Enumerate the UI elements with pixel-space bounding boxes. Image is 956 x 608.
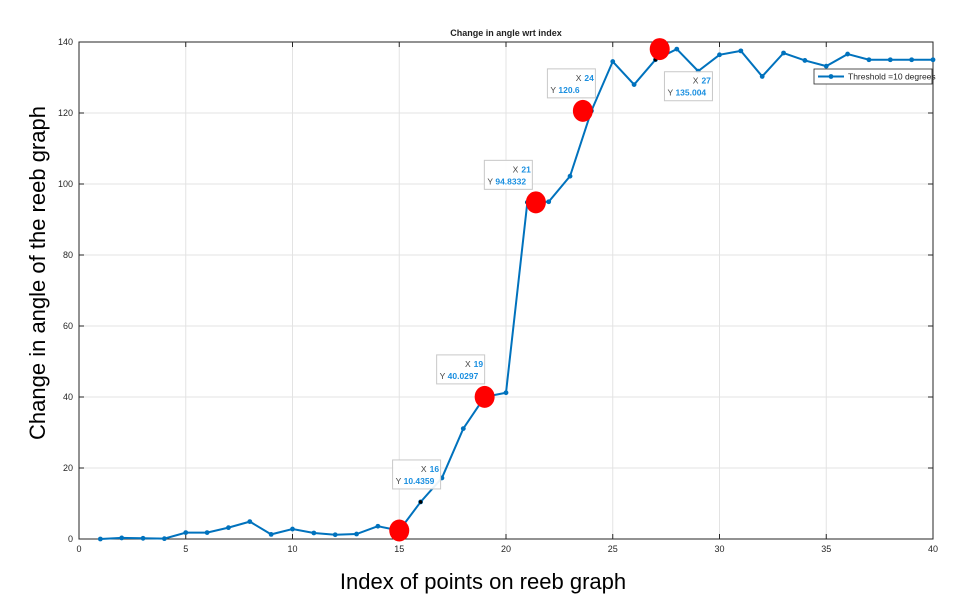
data-point bbox=[332, 532, 338, 538]
data-point bbox=[738, 48, 744, 54]
highlight-marker bbox=[474, 385, 495, 408]
datatip-x-label: X bbox=[421, 464, 427, 474]
highlight-marker bbox=[525, 191, 546, 214]
datatip-box bbox=[436, 354, 486, 385]
x-tick-label: 10 bbox=[287, 544, 297, 554]
x-tick-label: 0 bbox=[76, 544, 81, 554]
data-point bbox=[162, 536, 167, 542]
datatip-y-label: Y bbox=[667, 88, 673, 98]
y-tick-label: 140 bbox=[58, 37, 73, 47]
x-tick-label: 15 bbox=[394, 544, 404, 554]
data-point bbox=[354, 531, 359, 537]
data-point bbox=[887, 57, 893, 63]
data-point bbox=[204, 530, 210, 536]
y-tick-label: 120 bbox=[58, 108, 73, 118]
data-point bbox=[311, 530, 317, 536]
data-point bbox=[717, 52, 722, 58]
data-point bbox=[823, 63, 829, 69]
data-point bbox=[247, 519, 253, 525]
data-point bbox=[268, 531, 274, 537]
datatip-x-value: 16 bbox=[430, 464, 440, 474]
datatip-y-value: 135.004 bbox=[675, 88, 706, 98]
data-point bbox=[290, 526, 295, 532]
datatip: X 16 Y 10.4359 bbox=[392, 459, 442, 490]
highlight-marker bbox=[572, 99, 593, 122]
y-tick-label: 80 bbox=[63, 250, 73, 260]
y-tick-label: 100 bbox=[58, 179, 73, 189]
y-tick-label: 20 bbox=[63, 463, 73, 473]
x-tick-label: 25 bbox=[608, 544, 618, 554]
datatip-y-value: 10.4359 bbox=[404, 476, 435, 486]
y-axis-title: Change in angle of the reeb graph bbox=[25, 106, 50, 440]
datatip-x-label: X bbox=[693, 76, 699, 86]
data-point bbox=[503, 390, 509, 396]
legend: Threshold =10 degrees bbox=[813, 68, 936, 85]
data-point bbox=[866, 57, 872, 63]
data-point bbox=[674, 46, 680, 52]
data-point bbox=[631, 82, 637, 87]
series-line bbox=[100, 47, 933, 540]
datatip: X 27 Y 135.004 bbox=[663, 71, 713, 102]
data-point bbox=[140, 535, 146, 541]
datatip: X 21 Y 94.8332 bbox=[483, 159, 533, 190]
data-point bbox=[567, 173, 573, 179]
data-point bbox=[546, 199, 552, 205]
datatip-y-label: Y bbox=[487, 176, 493, 186]
highlight-marker bbox=[649, 38, 670, 61]
x-tick-label: 40 bbox=[928, 544, 938, 554]
chart-title: Change in angle wrt index bbox=[450, 28, 562, 38]
datatip-x-label: X bbox=[465, 359, 471, 369]
datatip-y-value: 40.0297 bbox=[448, 371, 479, 381]
data-point bbox=[375, 523, 381, 529]
legend-box bbox=[813, 68, 933, 85]
datatip-y-label: Y bbox=[396, 476, 402, 486]
x-tick-label: 20 bbox=[501, 544, 511, 554]
data-point bbox=[460, 426, 466, 431]
datatip-x-value: 21 bbox=[521, 164, 531, 174]
data-point bbox=[183, 530, 189, 536]
datatip-x-value: 27 bbox=[701, 76, 711, 86]
x-axis-title: Index of points on reeb graph bbox=[339, 569, 627, 594]
datatip: X 19 Y 40.0297 bbox=[436, 354, 486, 385]
datatip-y-value: 120.6 bbox=[558, 85, 580, 95]
data-point bbox=[226, 525, 231, 531]
datatip-box bbox=[663, 71, 713, 102]
highlight-marker bbox=[389, 519, 410, 542]
data-point bbox=[610, 59, 616, 64]
datatip-x-label: X bbox=[576, 73, 582, 83]
data-point bbox=[781, 50, 786, 56]
data-point bbox=[845, 51, 850, 57]
datatip-y-value: 94.8332 bbox=[495, 176, 526, 186]
legend-label: Threshold =10 degrees bbox=[848, 72, 936, 82]
data-point bbox=[759, 74, 765, 79]
data-point bbox=[802, 58, 808, 63]
datatip-anchor-dot bbox=[418, 500, 423, 504]
datatip: X 24 Y 120.6 bbox=[546, 68, 596, 99]
x-tick-label: 30 bbox=[714, 544, 724, 554]
data-point bbox=[930, 57, 936, 63]
data-point bbox=[909, 57, 915, 63]
datatip-y-label: Y bbox=[550, 85, 556, 95]
datatip-box bbox=[546, 68, 596, 99]
data-point bbox=[119, 535, 125, 541]
data-point bbox=[97, 536, 103, 542]
datatip-y-label: Y bbox=[440, 371, 446, 381]
datatip-x-value: 19 bbox=[474, 359, 484, 369]
legend-marker-swatch bbox=[828, 74, 834, 79]
x-tick-label: 35 bbox=[821, 544, 831, 554]
datatip-box bbox=[392, 459, 442, 490]
datatip-x-label: X bbox=[513, 164, 519, 174]
y-tick-label: 40 bbox=[63, 392, 73, 402]
datatip-box bbox=[483, 159, 533, 190]
y-tick-label: 60 bbox=[63, 321, 73, 331]
y-tick-label: 0 bbox=[68, 534, 73, 544]
datatip-x-value: 24 bbox=[584, 73, 594, 83]
x-tick-label: 5 bbox=[183, 544, 188, 554]
